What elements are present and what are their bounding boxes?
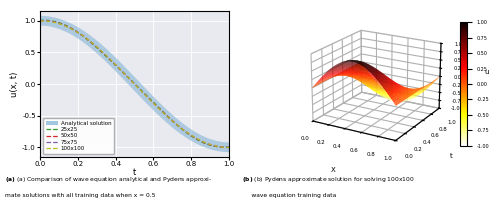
X-axis label: X: X bbox=[331, 167, 336, 173]
Text: $\bf{(b)}$ (b) Pydens approximate solution for solving 100x100: $\bf{(b)}$ (b) Pydens approximate soluti… bbox=[242, 175, 415, 184]
Text: mate solutions with all training data when x = 0.5: mate solutions with all training data wh… bbox=[5, 193, 156, 198]
X-axis label: t: t bbox=[133, 168, 136, 177]
Text: $\bf{(a)}$ (a) Comparison of wave equation analytical and Pydens approxi-: $\bf{(a)}$ (a) Comparison of wave equati… bbox=[5, 175, 212, 184]
Y-axis label: t: t bbox=[450, 153, 452, 159]
Legend: Analytical solution, 25x25, 50x50, 75x75, 100x100: Analytical solution, 25x25, 50x50, 75x75… bbox=[43, 118, 114, 154]
Y-axis label: u(x, t): u(x, t) bbox=[10, 71, 20, 97]
Text: wave equation training data: wave equation training data bbox=[242, 193, 337, 198]
